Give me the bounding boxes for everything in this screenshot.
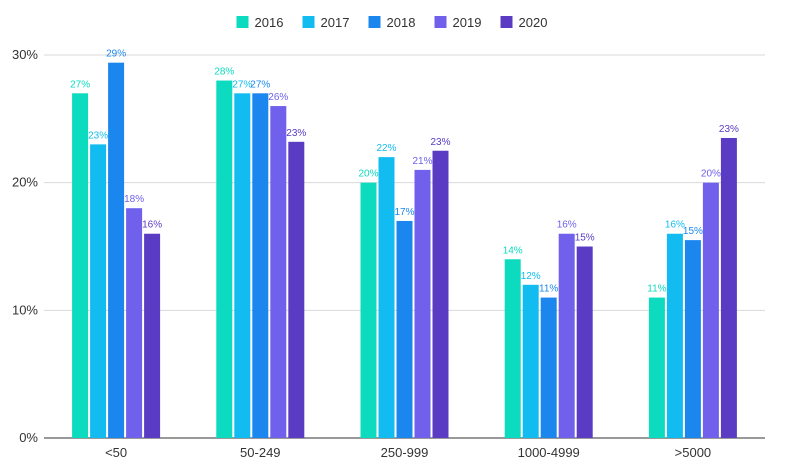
bar-value-label: 22% bbox=[376, 143, 396, 154]
y-tick-label: 0% bbox=[19, 430, 38, 445]
bar-2020-2 bbox=[432, 150, 449, 438]
bars bbox=[72, 62, 737, 439]
bar-2020-0 bbox=[144, 233, 161, 438]
bar-2018-0 bbox=[108, 62, 125, 438]
x-tick-label: 1000-4999 bbox=[518, 445, 580, 460]
bar-2016-1 bbox=[216, 80, 233, 439]
legend-swatch bbox=[368, 16, 381, 28]
bar-value-label: 20% bbox=[358, 169, 378, 180]
y-tick-label: 20% bbox=[12, 175, 38, 190]
bar-value-label: 23% bbox=[88, 130, 108, 141]
bar-value-label: 15% bbox=[683, 226, 703, 237]
legend-swatch bbox=[302, 16, 315, 28]
bar-value-label: 17% bbox=[394, 207, 414, 218]
bar-2020-4 bbox=[720, 137, 737, 438]
bar-value-label: 23% bbox=[430, 137, 450, 148]
bar-value-label: 27% bbox=[70, 79, 90, 90]
bar-value-label: 27% bbox=[232, 79, 252, 90]
legend-swatch bbox=[236, 16, 249, 28]
x-axis-ticks: <50 50-249 250-999 1000-4999 >5000 bbox=[105, 445, 711, 460]
bar-2017-0 bbox=[90, 144, 107, 438]
bar-2017-2 bbox=[378, 157, 395, 438]
bar-2019-2 bbox=[414, 169, 431, 438]
bar-2016-3 bbox=[504, 259, 521, 438]
y-tick-label: 30% bbox=[12, 47, 38, 62]
bar-value-label: 21% bbox=[412, 156, 432, 167]
bar-2018-3 bbox=[540, 297, 557, 438]
bar-2016-0 bbox=[72, 93, 89, 439]
bar-2017-1 bbox=[234, 93, 251, 439]
bar-2020-3 bbox=[576, 246, 593, 438]
bar-2019-3 bbox=[558, 233, 575, 438]
bar-2019-4 bbox=[702, 182, 719, 438]
bar-2018-2 bbox=[396, 220, 413, 438]
bar-2019-1 bbox=[270, 106, 287, 439]
y-tick-label: 10% bbox=[12, 302, 38, 317]
bar-value-label: 16% bbox=[557, 220, 577, 231]
bar-2016-2 bbox=[360, 182, 377, 438]
bar-value-label: 11% bbox=[647, 284, 666, 295]
legend-entry-label: 2019 bbox=[453, 15, 482, 30]
bar-value-label: 28% bbox=[214, 67, 234, 78]
bar-value-label: 27% bbox=[250, 79, 270, 90]
x-tick-label: <50 bbox=[105, 445, 127, 460]
bar-value-label: 11% bbox=[539, 284, 558, 295]
bar-2017-3 bbox=[522, 284, 539, 438]
bar-2016-4 bbox=[648, 297, 665, 438]
bar-2019-0 bbox=[126, 208, 143, 438]
x-tick-label: >5000 bbox=[675, 445, 712, 460]
x-tick-label: 250-999 bbox=[381, 445, 429, 460]
y-axis-ticks: 0% 10% 20% 30% bbox=[12, 47, 38, 445]
bar-value-label: 29% bbox=[106, 49, 126, 60]
bar-value-label: 23% bbox=[286, 128, 306, 139]
bar-2020-1 bbox=[288, 141, 305, 438]
bar-value-label: 20% bbox=[701, 169, 721, 180]
bar-value-label: 15% bbox=[575, 233, 595, 244]
legend-entry-label: 2016 bbox=[255, 15, 284, 30]
legend-entry-label: 2018 bbox=[387, 15, 416, 30]
legend: 2016 2017 2018 2019 2020 bbox=[236, 15, 548, 30]
legend-entry-label: 2020 bbox=[519, 15, 548, 30]
bar-2017-4 bbox=[666, 233, 683, 438]
x-tick-label: 50-249 bbox=[240, 445, 280, 460]
bar-value-label: 16% bbox=[665, 220, 685, 231]
legend-swatch bbox=[500, 16, 513, 28]
data-labels: 27%23%29%18%16%28%27%27%26%23%20%22%17%2… bbox=[70, 49, 739, 295]
bar-value-label: 26% bbox=[268, 92, 288, 103]
bar-2018-1 bbox=[252, 93, 269, 439]
bar-value-label: 14% bbox=[503, 245, 523, 256]
bar-value-label: 16% bbox=[142, 220, 162, 231]
bar-value-label: 23% bbox=[719, 124, 739, 135]
legend-entry-label: 2017 bbox=[321, 15, 350, 30]
bar-value-label: 12% bbox=[521, 271, 541, 282]
legend-swatch bbox=[434, 16, 447, 28]
bar-value-label: 18% bbox=[124, 194, 144, 205]
bar-2018-4 bbox=[684, 240, 701, 438]
